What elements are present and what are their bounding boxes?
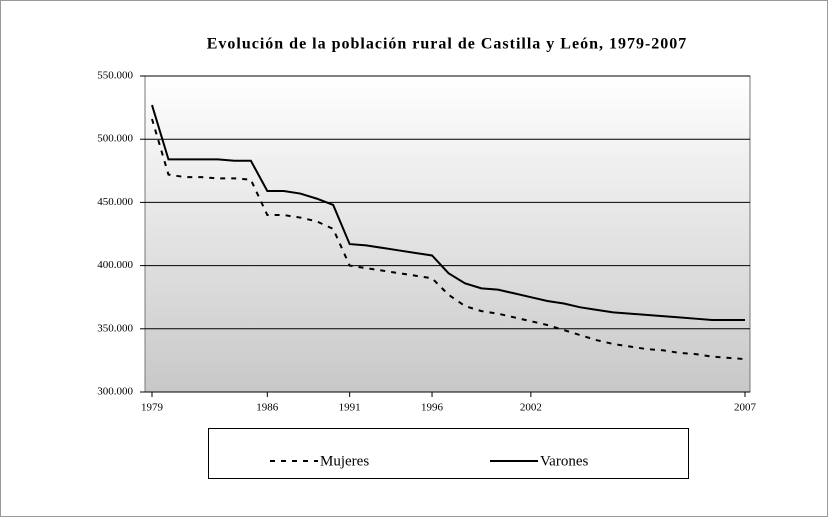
legend bbox=[208, 428, 689, 479]
legend-label: Mujeres bbox=[320, 453, 369, 469]
plot-area bbox=[144, 75, 751, 393]
y-tick-label: 300.000 bbox=[97, 386, 133, 398]
y-tick-label: 500.000 bbox=[97, 133, 133, 145]
x-tick-label: 2007 bbox=[734, 402, 757, 414]
y-tick-label: 550.000 bbox=[97, 70, 133, 82]
x-tick-label: 1979 bbox=[141, 402, 164, 414]
x-tick-label: 2002 bbox=[520, 402, 542, 414]
x-tick-label: 1991 bbox=[339, 402, 361, 414]
legend-label: Varones bbox=[540, 453, 588, 469]
x-tick-label: 1996 bbox=[421, 402, 444, 414]
chart-title: Evolución de la población rural de Casti… bbox=[207, 36, 688, 53]
y-tick-label: 450.000 bbox=[97, 196, 133, 208]
y-tick-label: 350.000 bbox=[97, 322, 133, 334]
y-tick-label: 400.000 bbox=[97, 259, 133, 271]
x-tick-label: 1986 bbox=[256, 402, 279, 414]
series-line bbox=[151, 104, 745, 321]
